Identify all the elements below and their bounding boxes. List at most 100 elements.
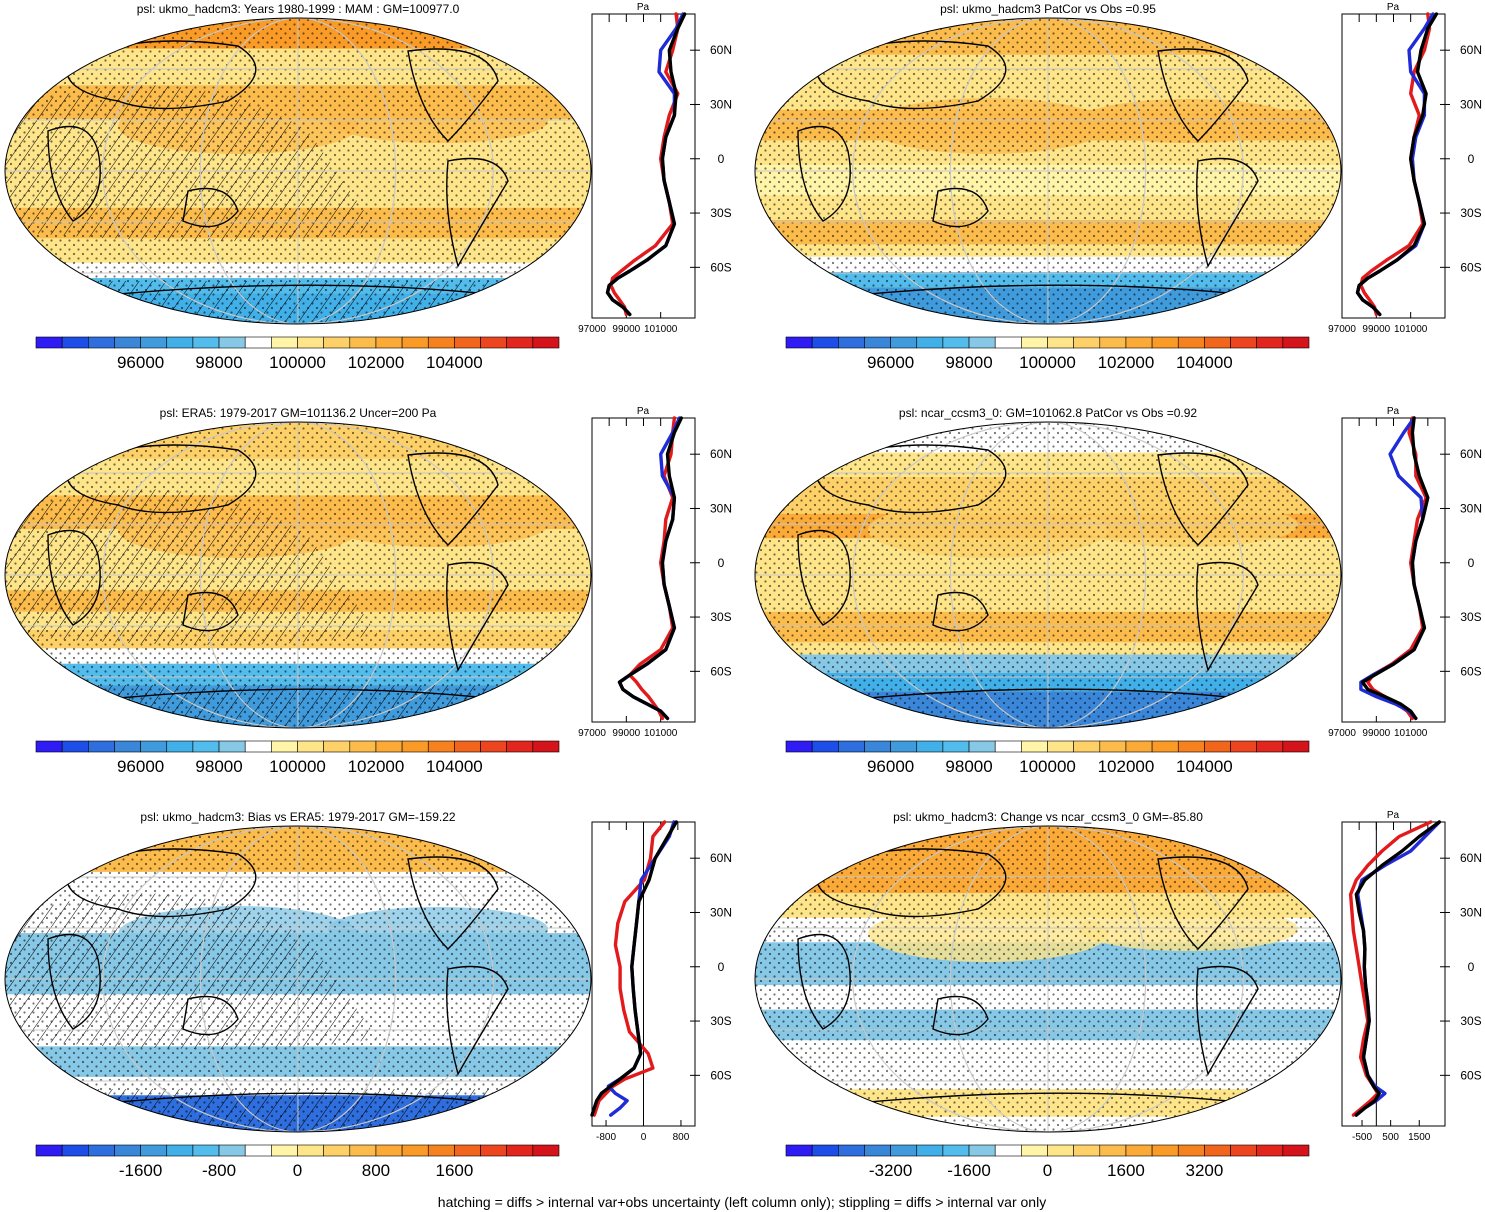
lat-label: 60S	[710, 1068, 731, 1082]
colorbar-swatch	[811, 336, 839, 349]
profile-line-model	[592, 820, 667, 1117]
colorbar-swatch	[114, 740, 141, 753]
coastline	[407, 452, 499, 546]
colorbar-swatch	[994, 1144, 1022, 1157]
colorbar-swatch	[375, 336, 403, 349]
colorbar-tick-label: 98000	[945, 353, 992, 372]
coastline	[182, 995, 239, 1036]
colorbar-swatch	[271, 336, 298, 349]
coastline	[1196, 965, 1259, 1076]
colorbar-swatch	[968, 1144, 996, 1157]
coastline	[66, 40, 257, 110]
profile-line-obs	[605, 12, 687, 317]
colorbar-swatch	[140, 740, 168, 753]
graticule-meridian	[102, 18, 494, 324]
coastline	[847, 1092, 1229, 1105]
lat-label: 60N	[1460, 851, 1482, 865]
coastline	[932, 187, 989, 228]
colorbar-swatch	[88, 1144, 115, 1157]
lat-label: 30S	[710, 1014, 731, 1028]
lat-label: 0	[1468, 960, 1475, 974]
colorbar-tick-label: 1600	[1107, 1161, 1145, 1180]
colorbar-tick-label: -1600	[119, 1161, 162, 1180]
panel-1: psl: ukmo_hadcm3: Years 1980-1999 : MAM …	[4, 2, 732, 372]
coastline	[66, 444, 257, 514]
hatching	[5, 893, 378, 1049]
x-tick-label: 99000	[1362, 728, 1390, 739]
colorbar-swatch	[1021, 336, 1048, 349]
profile-line-ref	[617, 416, 682, 721]
colorbar-swatch	[1151, 336, 1179, 349]
colorbar: 96000 98000 100000 102000 104000	[785, 336, 1310, 372]
profile-unit: Pa	[1387, 810, 1400, 821]
colorbar-tick-label: 100000	[1019, 353, 1076, 372]
zonal-profile: Pa 60N 30N 0 30S 60S 97000 99000 101000	[1328, 406, 1482, 739]
colorbar-swatch	[401, 740, 429, 753]
coastline	[797, 125, 851, 222]
colorbar-tick-label: 102000	[348, 353, 405, 372]
lat-label: 60S	[710, 664, 731, 678]
colorbar-swatch	[218, 336, 246, 349]
colorbar-tick-label: 104000	[1176, 353, 1233, 372]
map-field	[755, 18, 1341, 324]
profile-line-obs	[1360, 416, 1430, 721]
colorbar-swatch	[427, 336, 455, 349]
colorbar-swatch	[785, 336, 813, 349]
colorbar-swatch	[1099, 1144, 1127, 1157]
colorbar-swatch	[1256, 740, 1284, 753]
coastline	[1157, 452, 1249, 546]
colorbar-swatch	[1282, 336, 1310, 349]
lat-label: 60S	[1460, 664, 1481, 678]
colorbar: 96000 98000 100000 102000 104000	[785, 740, 1310, 776]
panel-title: psl: ukmo_hadcm3: Change vs ncar_ccsm3_0…	[893, 810, 1203, 824]
lat-label: 30N	[710, 97, 732, 111]
profile-frame	[1341, 13, 1446, 319]
colorbar-swatch	[890, 336, 918, 349]
coastline	[97, 284, 479, 297]
panel-2: psl: ukmo_hadcm3 PatCor vs Obs =0.95 9600…	[754, 2, 1482, 372]
graticule-meridian	[199, 826, 397, 1132]
lat-label: 0	[718, 152, 725, 166]
colorbar-swatch	[375, 740, 403, 753]
lat-label: 60S	[710, 260, 731, 274]
lat-label: 30N	[710, 501, 732, 515]
profile-frame	[1341, 821, 1446, 1127]
colorbar-swatch	[61, 336, 89, 349]
colorbar-swatch	[1230, 1144, 1257, 1157]
colorbar: -3200 -1600 0 1600 3200	[785, 1144, 1310, 1180]
colorbar-swatch	[890, 1144, 918, 1157]
colorbar-swatch	[166, 1144, 194, 1157]
colorbar-swatch	[1099, 336, 1127, 349]
colorbar-swatch	[532, 1144, 560, 1157]
colorbar-swatch	[114, 1144, 141, 1157]
x-tick-label: 101000	[644, 324, 678, 335]
colorbar-tick-label: 3200	[1185, 1161, 1223, 1180]
colorbar-tick-label: 96000	[117, 757, 164, 776]
colorbar-tick-label: 1600	[435, 1161, 473, 1180]
graticule-meridian	[102, 422, 494, 728]
colorbar-tick-label: -1600	[947, 1161, 990, 1180]
coastline	[97, 688, 479, 701]
coastline	[816, 848, 1007, 918]
colorbar-swatch	[192, 336, 220, 349]
graticule-meridian	[199, 18, 397, 324]
coastline	[446, 965, 509, 1076]
colorbar-swatch	[218, 1144, 246, 1157]
x-tick-label: 500	[1382, 1132, 1399, 1143]
colorbar-swatch	[88, 740, 115, 753]
zonal-profile: Pa 60N 30N 0 30S 60S 97000 99000 101000	[578, 406, 732, 739]
colorbar-swatch	[1047, 1144, 1074, 1157]
panel-title: psl: ERA5: 1979-2017 GM=101136.2 Uncer=2…	[160, 406, 437, 420]
colorbar-swatch	[114, 336, 141, 349]
colorbar-swatch	[1125, 336, 1153, 349]
colorbar-swatch	[375, 1144, 403, 1157]
colorbar-swatch	[35, 740, 63, 753]
x-tick-label: 101000	[644, 728, 678, 739]
colorbar-swatch	[1021, 740, 1048, 753]
coastline	[47, 529, 101, 626]
colorbar-swatch	[192, 1144, 220, 1157]
colorbar-tick-label: 102000	[348, 757, 405, 776]
colorbar-swatch	[1151, 740, 1179, 753]
colorbar-swatch	[323, 336, 351, 349]
colorbar-swatch	[1151, 1144, 1179, 1157]
